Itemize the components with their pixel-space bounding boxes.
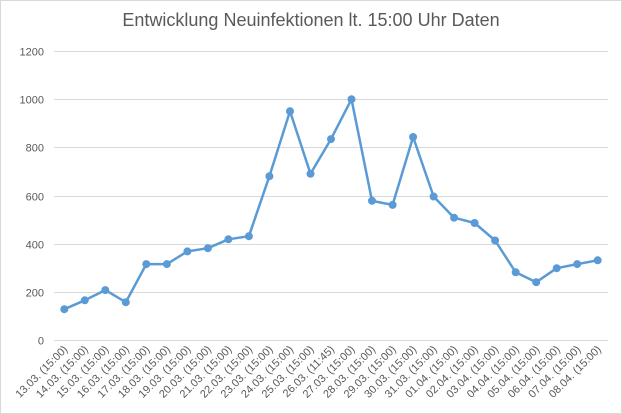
gridlines bbox=[54, 51, 608, 341]
data-point bbox=[101, 286, 110, 295]
data-point bbox=[244, 232, 253, 241]
data-point bbox=[429, 192, 438, 201]
x-tick-labels: 13.03. (15:00)14.03. (15:00)15.03. (15:0… bbox=[13, 344, 603, 401]
data-point bbox=[511, 268, 520, 277]
y-tick-labels: 0 200 400 600 800 1000 1200 bbox=[20, 47, 44, 348]
data-point bbox=[80, 296, 89, 305]
data-point bbox=[306, 169, 315, 178]
data-point bbox=[347, 95, 356, 104]
data-point bbox=[368, 196, 376, 205]
data-point bbox=[286, 107, 294, 116]
data-point bbox=[142, 260, 151, 269]
chart-title: Entwicklung Neuinfektionen lt. 15:00 Uhr… bbox=[122, 10, 500, 30]
data-point bbox=[450, 213, 459, 222]
series-line bbox=[63, 97, 599, 311]
y-tick-label: 0 bbox=[38, 336, 44, 348]
data-point bbox=[327, 135, 335, 144]
data-point bbox=[121, 298, 130, 307]
y-tick-label: 200 bbox=[26, 288, 44, 300]
data-point bbox=[552, 264, 561, 273]
y-tick-label: 1000 bbox=[20, 95, 44, 107]
data-point bbox=[593, 256, 602, 265]
data-points bbox=[60, 95, 602, 314]
data-point bbox=[60, 305, 69, 314]
data-point bbox=[573, 260, 582, 269]
y-tick-label: 800 bbox=[26, 143, 44, 155]
series-line-path bbox=[63, 97, 599, 311]
data-point bbox=[409, 133, 418, 141]
data-point bbox=[183, 247, 192, 256]
data-point bbox=[203, 244, 212, 253]
data-point bbox=[532, 278, 541, 287]
data-point bbox=[470, 219, 479, 227]
data-point bbox=[224, 235, 233, 244]
y-tick-label: 600 bbox=[26, 192, 44, 204]
data-point bbox=[265, 172, 274, 181]
data-point bbox=[388, 200, 397, 209]
data-point bbox=[491, 236, 500, 245]
y-tick-label: 1200 bbox=[20, 47, 44, 59]
data-point bbox=[162, 260, 171, 269]
y-tick-label: 400 bbox=[26, 240, 44, 252]
